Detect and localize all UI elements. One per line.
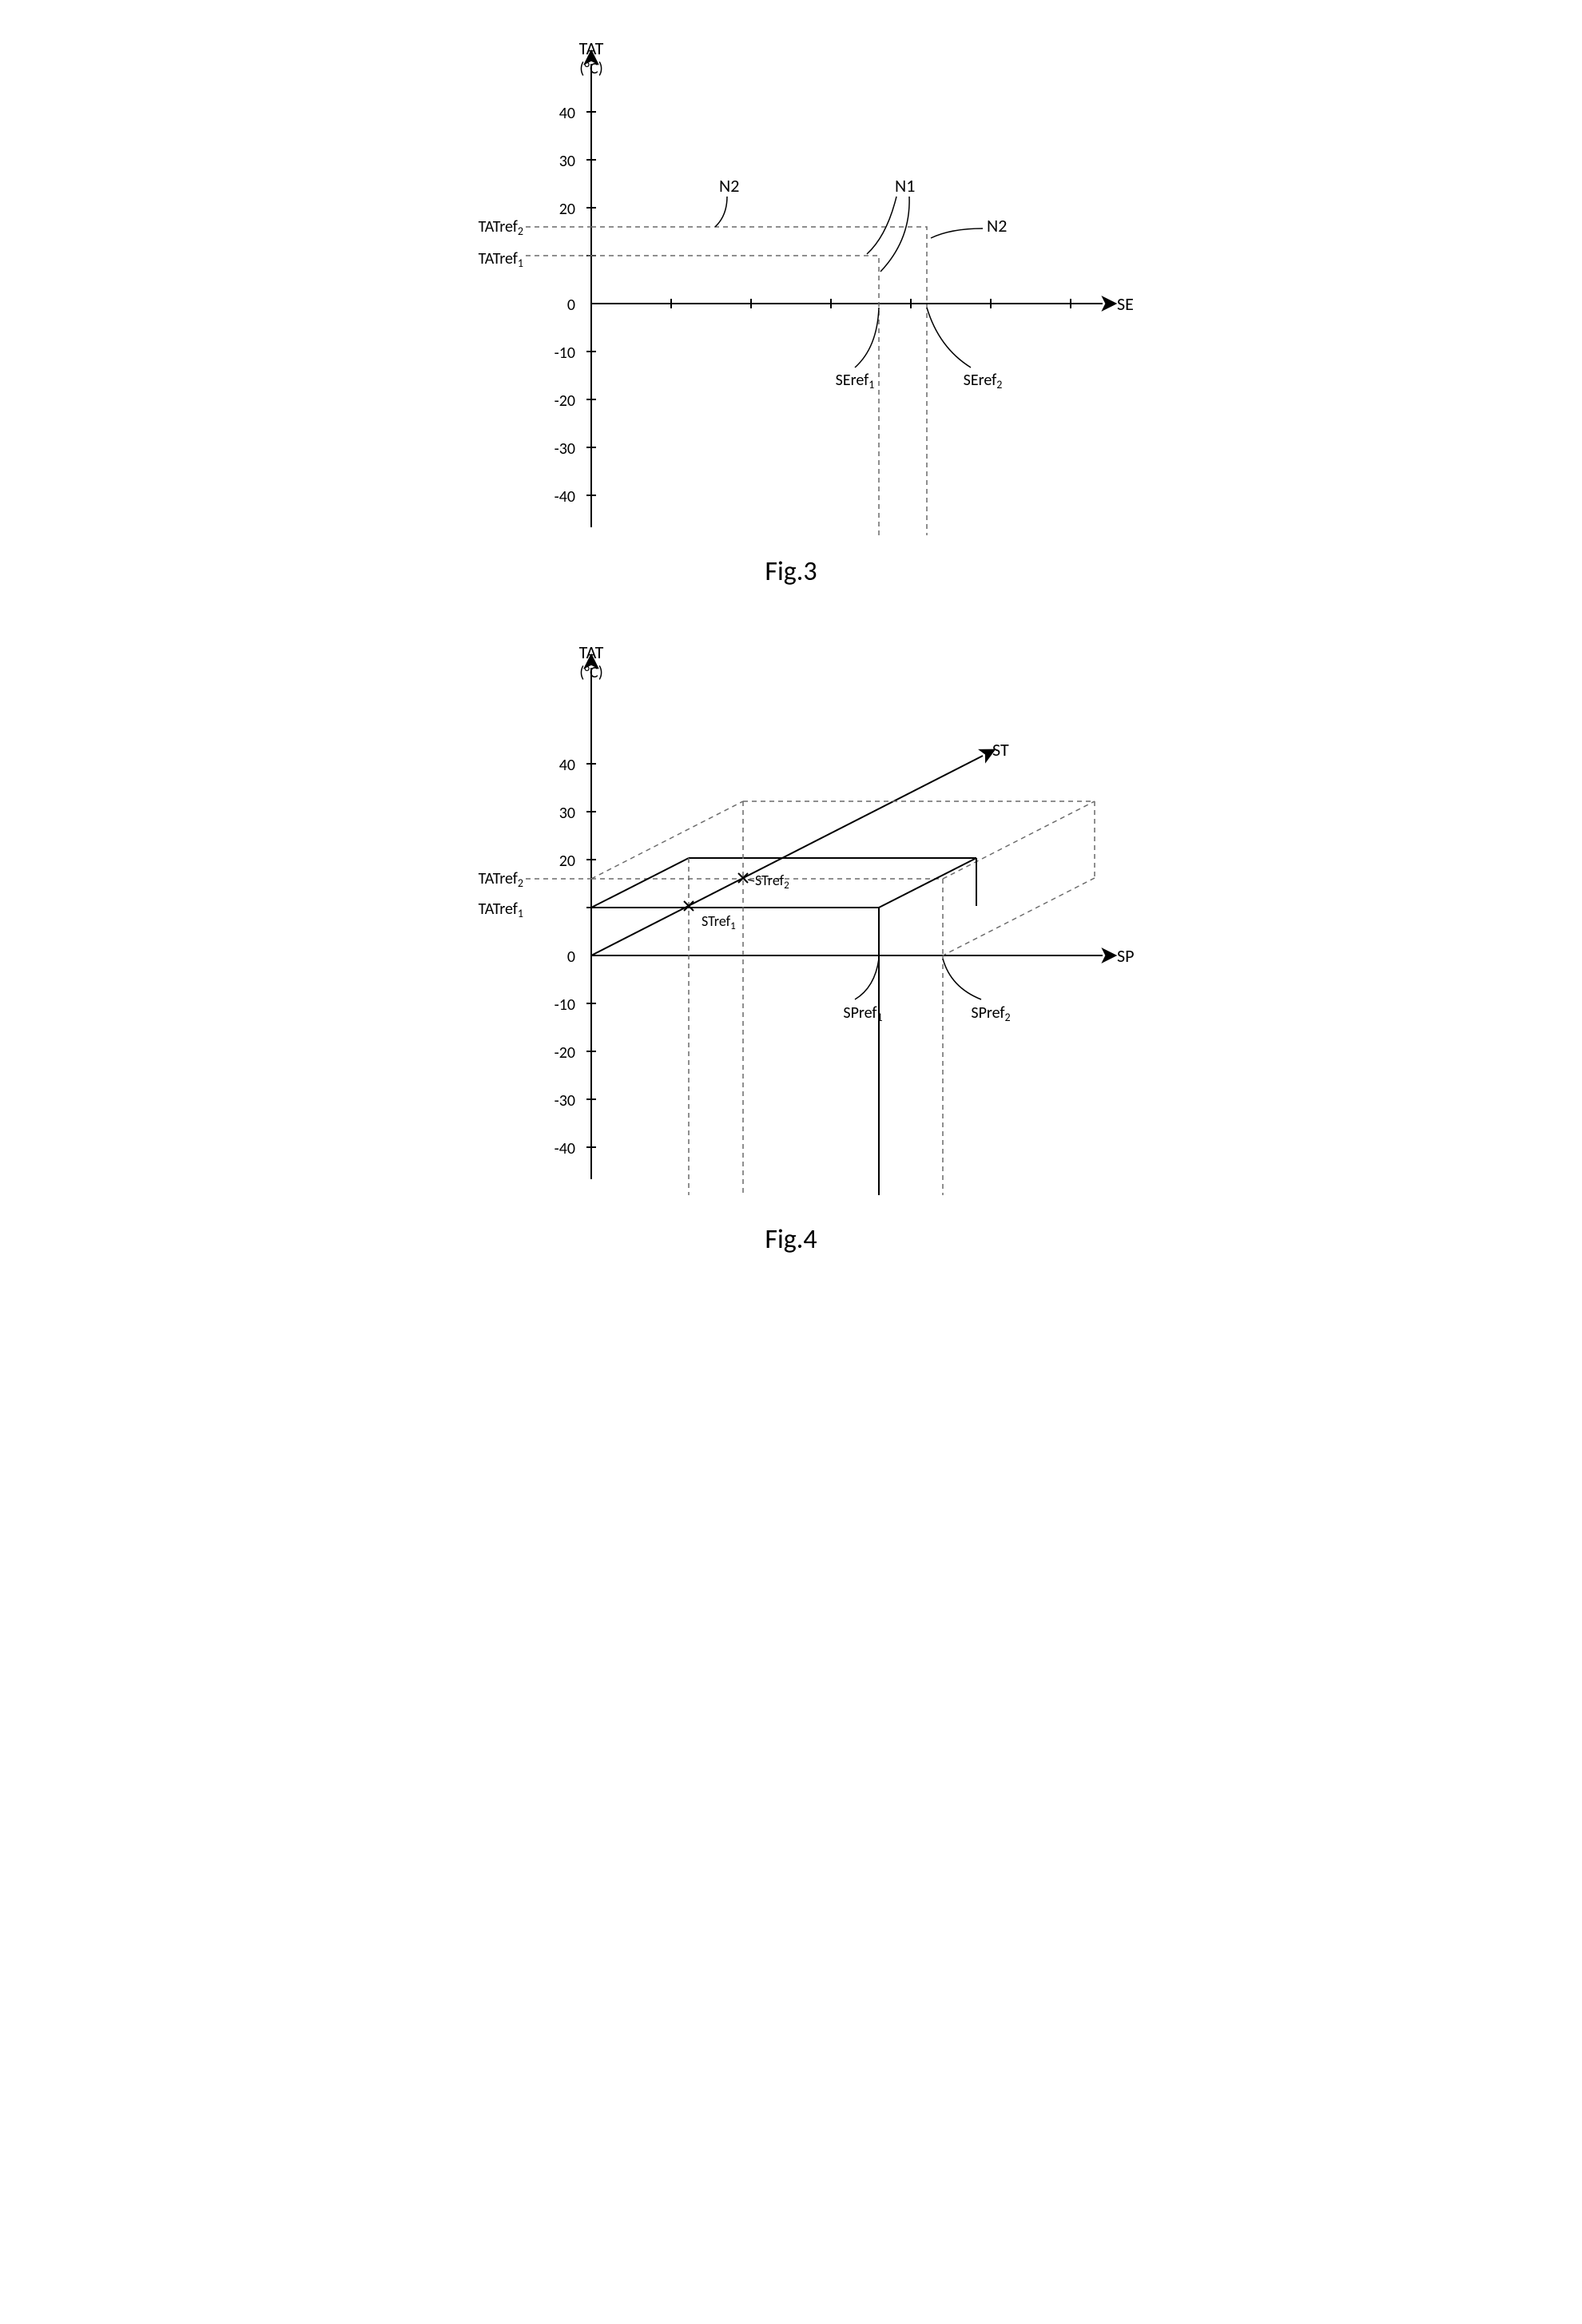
y-tick-40: 40 [559, 756, 575, 775]
envelope-n2 [591, 227, 927, 535]
figure-3-chart: 40 30 20 0 -10 -20 -30 -40 TAT (°C) SE T… [431, 32, 1151, 543]
tatref2-label: TATref2 [479, 869, 523, 890]
y-tick-30: 30 [559, 804, 575, 823]
n1-leader-b [880, 197, 909, 272]
tatref1-label: TATref1 [479, 900, 523, 920]
y-tick-m10: -10 [554, 344, 575, 363]
figure-4-container: 40 30 20 0 -10 -20 -30 -40 TAT (°C) SP S… [431, 636, 1151, 1256]
figure-3-caption: Fig.3 [431, 555, 1151, 588]
y-axis-unit: (°C) [579, 663, 603, 682]
y-tick-labels: 40 30 20 0 -10 -20 -30 -40 [554, 104, 575, 507]
y-tick-m10: -10 [554, 995, 575, 1015]
y-tick-20: 20 [559, 200, 575, 219]
z-axis [591, 756, 983, 955]
stref1-label: STref1 [702, 912, 736, 932]
spref2-leader [943, 959, 981, 999]
tatref1-label: TATref1 [479, 249, 523, 270]
n2-leader-right [931, 228, 983, 238]
outer-box-n2 [591, 801, 1095, 1195]
n2-label-left: N2 [719, 175, 739, 197]
n2-leader-left [715, 197, 727, 227]
y-axis-title: TAT [579, 38, 604, 59]
y-tick-m40: -40 [554, 487, 575, 507]
y-tick-m20: -20 [554, 1043, 575, 1063]
n1-label: N1 [895, 175, 915, 197]
spref1-leader [855, 959, 879, 999]
n1-leader-a [867, 197, 896, 254]
tatref2-label: TATref2 [479, 217, 523, 238]
figure-4-caption: Fig.4 [431, 1223, 1151, 1256]
y-tick-m20: -20 [554, 391, 575, 411]
y-axis-title: TAT [579, 642, 604, 663]
y-tick-m30: -30 [554, 439, 575, 459]
x-axis-title: SP [1117, 945, 1134, 967]
envelope-n1 [591, 256, 879, 535]
y-tick-40: 40 [559, 104, 575, 123]
seref1-leader [855, 308, 879, 367]
seref1-label: SEref1 [836, 371, 875, 391]
spref2-label: SPref2 [971, 1003, 1010, 1024]
z-axis-title: ST [992, 739, 1009, 761]
n2-label-right: N2 [987, 215, 1007, 236]
inner-box-n1 [591, 858, 976, 1195]
y-tick-m30: -30 [554, 1091, 575, 1110]
y-tick-m40: -40 [554, 1139, 575, 1158]
spref1-label: SPref1 [843, 1003, 882, 1024]
y-axis-unit: (°C) [579, 59, 603, 78]
seref2-label: SEref2 [964, 371, 1003, 391]
figure-3-container: 40 30 20 0 -10 -20 -30 -40 TAT (°C) SE T… [431, 32, 1151, 588]
y-tick-0: 0 [567, 296, 575, 315]
y-tick-labels: 40 30 20 0 -10 -20 -30 -40 [554, 756, 575, 1158]
y-tick-20: 20 [559, 852, 575, 871]
figure-4-chart: 40 30 20 0 -10 -20 -30 -40 TAT (°C) SP S… [431, 636, 1151, 1211]
y-tick-0: 0 [567, 947, 575, 967]
seref2-leader [927, 308, 971, 367]
y-tick-30: 30 [559, 152, 575, 171]
x-axis-title: SE [1117, 293, 1134, 315]
stref2-label: STref2 [755, 872, 789, 892]
